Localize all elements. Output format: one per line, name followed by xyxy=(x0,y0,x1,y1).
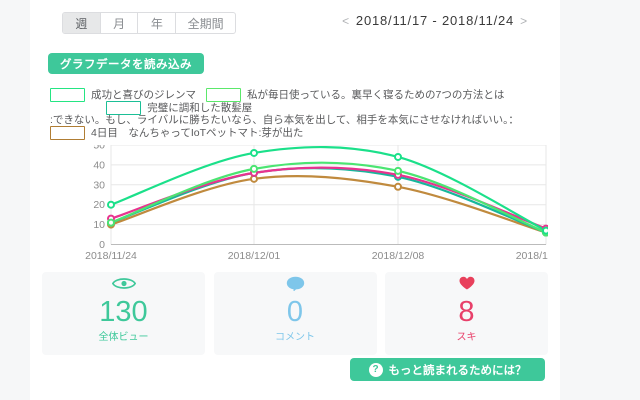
svg-text:30: 30 xyxy=(93,179,105,191)
svg-text:2018/11/24: 2018/11/24 xyxy=(85,250,137,262)
svg-text:10: 10 xyxy=(93,219,105,231)
svg-text:2018/12/01: 2018/12/01 xyxy=(228,250,281,262)
svg-text:40: 40 xyxy=(93,159,105,171)
svg-text:50: 50 xyxy=(93,145,105,152)
svg-text:20: 20 xyxy=(93,199,105,211)
svg-text:2018/12/08: 2018/12/08 xyxy=(372,250,425,262)
svg-text:2018/12/15: 2018/12/15 xyxy=(516,250,548,262)
